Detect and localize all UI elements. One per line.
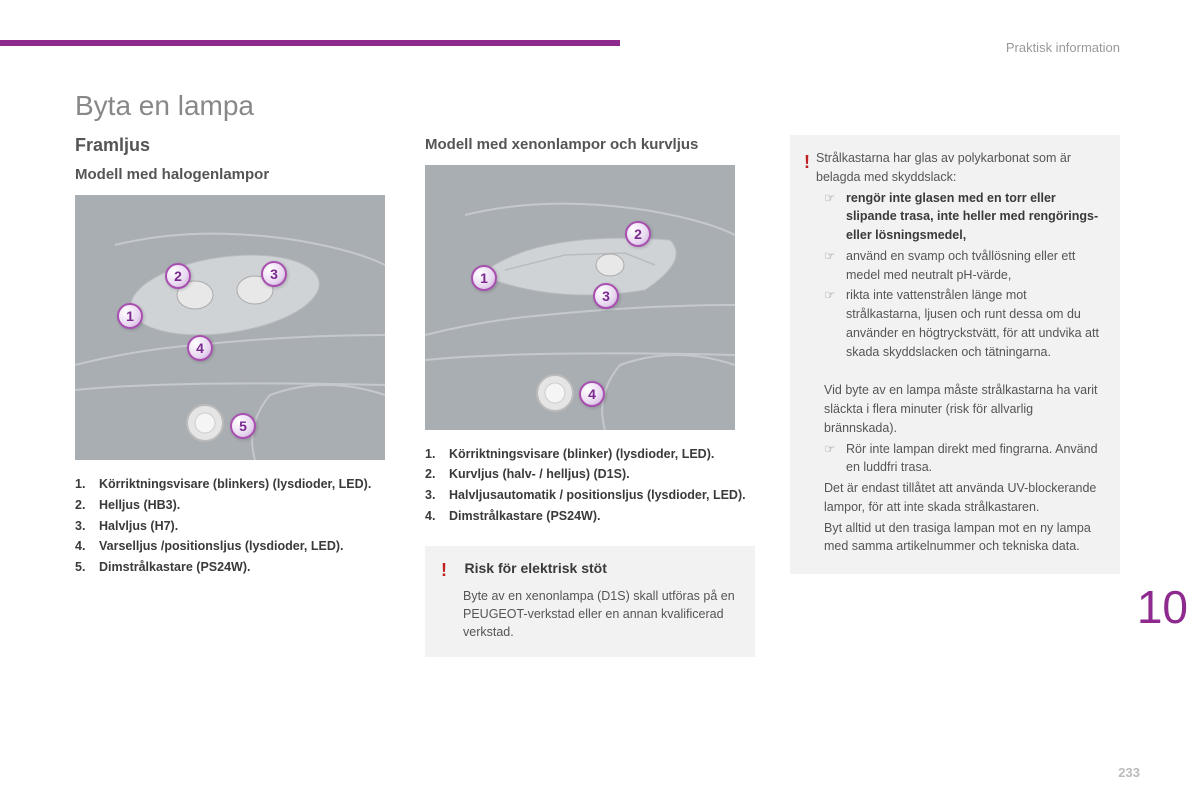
info-para: Vid byte av en lampa måste strålkastarna…	[824, 381, 1102, 437]
badge-1: 1	[117, 303, 143, 329]
info-box: ! Strålkastarna har glas av polykarbonat…	[790, 135, 1120, 574]
subheading-halogen: Modell med halogenlampor	[75, 166, 405, 183]
list-xenon: 1.Körriktningsvisare (blinker) (lysdiode…	[425, 445, 755, 526]
info-para: Byt alltid ut den trasiga lampan mot en …	[824, 519, 1102, 557]
badge-3: 3	[593, 283, 619, 309]
chapter-number: 10	[1137, 580, 1188, 634]
section-header: Praktisk information	[1006, 40, 1120, 55]
pointer-icon: ☞	[824, 189, 846, 245]
list-item: 1.Körriktningsvisare (blinkers) (lysdiod…	[75, 475, 405, 494]
bullet-item: ☞Rör inte lampan direkt med fingrarna. A…	[824, 440, 1102, 478]
page-title: Byta en lampa	[75, 90, 254, 122]
badge-2: 2	[625, 221, 651, 247]
warning-title: Risk för elektrisk stöt	[464, 560, 606, 576]
heading-xenon: Modell med xenonlampor och kurvljus	[425, 135, 755, 155]
column-info: ! Strålkastarna har glas av polykarbonat…	[790, 135, 1120, 574]
pointer-icon: ☞	[824, 247, 846, 285]
diagram-halogen: 1 2 3 4 5	[75, 195, 385, 460]
list-item: 1.Körriktningsvisare (blinker) (lysdiode…	[425, 445, 755, 464]
bullet-item: ☞använd en svamp och tvållösning eller e…	[824, 247, 1102, 285]
column-xenon: Modell med xenonlampor och kurvljus 1 2 …	[425, 135, 755, 657]
bullet-item: ☞rengör inte glasen med en torr eller sl…	[824, 189, 1102, 245]
warning-icon: !	[804, 149, 810, 176]
badge-3: 3	[261, 261, 287, 287]
warning-icon: !	[441, 560, 461, 581]
list-item: 4.Varselljus /positionsljus (lysdioder, …	[75, 537, 405, 556]
list-item: 5.Dimstrålkastare (PS24W).	[75, 558, 405, 577]
pointer-icon: ☞	[824, 286, 846, 361]
list-item: 3.Halvljus (H7).	[75, 517, 405, 536]
list-item: 2.Helljus (HB3).	[75, 496, 405, 515]
list-item: 2.Kurvljus (halv- / helljus) (D1S).	[425, 465, 755, 484]
badge-5: 5	[230, 413, 256, 439]
badge-4: 4	[187, 335, 213, 361]
info-intro: Strålkastarna har glas av polykarbonat s…	[816, 151, 1071, 184]
warning-body: Byte av en xenonlampa (D1S) skall utföra…	[463, 587, 739, 641]
list-item: 4.Dimstrålkastare (PS24W).	[425, 507, 755, 526]
badge-2: 2	[165, 263, 191, 289]
accent-bar	[0, 40, 620, 46]
badge-4: 4	[579, 381, 605, 407]
heading-framljus: Framljus	[75, 135, 405, 156]
list-item: 3.Halvljusautomatik / positionsljus (lys…	[425, 486, 755, 505]
warning-electric: ! Risk för elektrisk stöt Byte av en xen…	[425, 546, 755, 657]
bullet-item: ☞rikta inte vattenstrålen länge mot strå…	[824, 286, 1102, 361]
badge-1: 1	[471, 265, 497, 291]
info-para: Det är endast tillåtet att använda UV-bl…	[824, 479, 1102, 517]
list-halogen: 1.Körriktningsvisare (blinkers) (lysdiod…	[75, 475, 405, 577]
diagram-xenon: 1 2 3 4	[425, 165, 735, 430]
pointer-icon: ☞	[824, 440, 846, 478]
column-halogen: Framljus Modell med halogenlampor 1 2 3 …	[75, 135, 405, 579]
page-number: 233	[1118, 765, 1140, 780]
